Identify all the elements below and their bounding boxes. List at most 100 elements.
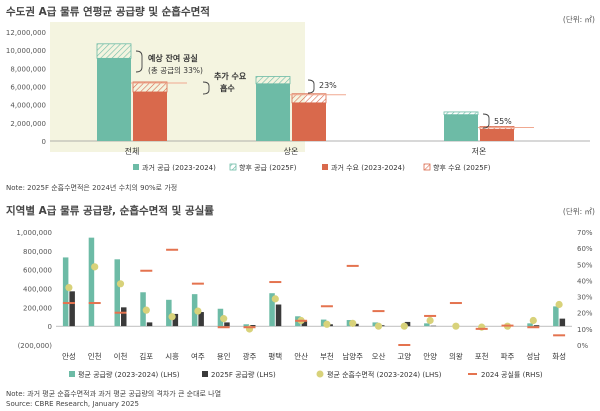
legend-2025f-supply: 2025F 공급량 (LHS): [211, 371, 276, 379]
bar-avg-supply: [372, 322, 378, 327]
bar-avg-supply: [243, 324, 249, 327]
top-ytick-label: 8,000,000: [10, 65, 46, 73]
bracket-55: [482, 113, 490, 129]
top-category-label: 전체: [125, 146, 140, 156]
bottom-category-label: 평택: [268, 351, 282, 361]
top-category-label: 저온: [472, 147, 487, 156]
point-absorption: [168, 313, 176, 321]
mark-vacancy: [346, 264, 359, 267]
bottom-category-label: 시흥: [165, 351, 179, 361]
bottom-category-label: 파주: [501, 352, 515, 361]
bottom-category-label: 김포: [139, 351, 153, 361]
top-ytick-label: 6,000,000: [10, 84, 46, 92]
legend-past-supply: 과거 공급 (2023-2024): [142, 163, 216, 172]
bottom-category-label: 안산: [294, 351, 308, 361]
mark-vacancy: [62, 302, 75, 305]
bar-future-supply: [255, 76, 291, 85]
bracket-23: [307, 79, 315, 94]
bottom-chart-source: Source: CBRE Research, January 2025: [6, 400, 139, 408]
point-absorption: [194, 307, 202, 315]
bottom-category-labels: 안성 인천 이천 김포 시흥 여주 용인 광주 평택 안산 부천 남양주 오산 고양 안양 의왕 포천 파주 성남 화…: [62, 351, 566, 361]
legend-past-demand: 과거 수요 (2023-2024): [331, 163, 405, 172]
mark-vacancy: [140, 269, 153, 272]
bar-2025f-supply: [224, 322, 230, 327]
point-absorption: [116, 280, 125, 288]
bar-avg-supply: [527, 323, 533, 327]
bottom-left-tick-label: 800,000: [23, 248, 52, 256]
bottom-marks: [62, 237, 566, 346]
bottom-category-label: 오산: [372, 351, 386, 361]
annotation-vacancy-sub: (총 공급의 33%): [148, 65, 203, 75]
bottom-category-label: 고양: [397, 352, 411, 361]
mark-vacancy: [269, 281, 282, 284]
top-ytick-label: 2,000,000: [10, 120, 46, 128]
bottom-chart-unit: (단위: ㎡): [563, 206, 595, 216]
point-absorption: [452, 322, 460, 330]
bar-avg-supply: [269, 293, 275, 327]
bar-2025f-supply: [404, 321, 411, 327]
legend-absorption-swatch: [316, 370, 324, 378]
top-ytick-label: 10,000,000: [6, 47, 46, 55]
annotation-vacancy: 예상 잔여 공실: [148, 53, 198, 63]
point-absorption: [374, 322, 383, 330]
bottom-chart-title: 지역별 A급 물류 공급량, 순흡수면적 및 공실률: [6, 204, 214, 217]
bar-avg-supply: [62, 257, 69, 327]
bar-avg-supply: [114, 259, 120, 327]
bar-past-supply: [256, 83, 290, 141]
bottom-left-tick-label: 400,000: [23, 286, 52, 294]
bottom-category-label: 안양: [423, 351, 437, 361]
point-absorption: [220, 315, 228, 323]
bottom-right-tick-label: 20%: [577, 310, 593, 318]
top-ytick-label: 0: [42, 138, 46, 146]
annotation-demand: 추가 수요: [214, 71, 247, 81]
legend-future-demand: 향후 수요 (2025F): [433, 163, 491, 172]
mark-vacancy: [424, 314, 437, 317]
bottom-right-tick-label: 50%: [577, 261, 593, 269]
bottom-legend: 평균 공급량 (2023-2024) (LHS) 2025F 공급량 (LHS)…: [69, 370, 543, 379]
legend-past-supply-swatch: [133, 164, 139, 170]
bottom-category-label: 용인: [217, 351, 231, 361]
bar-past-demand: [133, 91, 167, 141]
bar-future-supply: [443, 111, 479, 116]
bottom-category-label: 부천: [320, 351, 334, 361]
bar-2025f-supply: [559, 318, 566, 327]
bar-past-demand: [292, 102, 326, 141]
bottom-left-tick-label: 1,000,000: [16, 229, 52, 237]
point-absorption: [91, 263, 99, 271]
bottom-left-tick-label: 200,000: [23, 304, 52, 312]
legend-future-supply: 향후 공급 (2025F): [239, 163, 297, 172]
bar-2025f-supply: [198, 312, 204, 327]
bottom-category-label: 여주: [191, 351, 205, 361]
mark-vacancy: [295, 319, 308, 322]
bar-2025f-supply: [69, 291, 75, 327]
bar-2025f-supply: [172, 313, 179, 327]
bottom-category-label: 이천: [114, 351, 128, 361]
bar-past-demand: [480, 129, 514, 141]
bottom-category-label: 광주: [243, 351, 257, 361]
mark-vacancy: [217, 326, 230, 329]
legend-2025f-supply-swatch: [202, 371, 208, 377]
legend-future-demand-swatch: [423, 163, 431, 171]
mark-vacancy: [166, 248, 179, 251]
bar-2025f-supply: [275, 304, 282, 327]
bottom-chart-note: Note: 과거 평균 순흡수면적과 과거 평균 공급량의 격차가 큰 순대로 …: [6, 389, 221, 398]
mark-vacancy: [372, 310, 385, 313]
annotation-23: 23%: [319, 81, 337, 90]
point-absorption: [400, 322, 408, 330]
point-absorption: [555, 300, 563, 309]
legend-past-demand-swatch: [322, 164, 328, 170]
mark-vacancy: [475, 327, 488, 330]
bar-2025f-supply: [121, 307, 127, 327]
mark-vacancy: [243, 326, 256, 329]
point-absorption: [349, 319, 357, 327]
top-legend: 과거 공급 (2023-2024) 향후 공급 (2025F) 과거 수요 (2…: [133, 163, 491, 172]
point-absorption: [65, 283, 73, 292]
bottom-category-label: 인천: [88, 351, 102, 361]
mark-vacancy: [553, 334, 566, 337]
legend-avg-supply-swatch: [69, 371, 75, 377]
point-absorption: [323, 320, 331, 328]
bar-2025f-supply: [146, 322, 153, 327]
bottom-y-axes: (200,000) 0 200,000 400,000 600,000 800,000 1,…: [16, 229, 593, 350]
top-annotations: 예상 잔여 공실 (총 공급의 33%) 추가 수요 흡수 23% 55%: [135, 50, 512, 129]
